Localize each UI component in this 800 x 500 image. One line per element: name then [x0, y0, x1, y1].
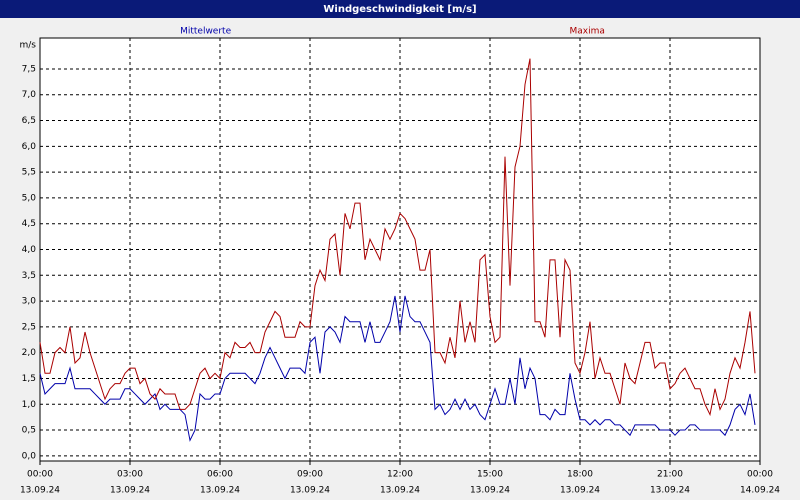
- chart-title: Windgeschwindigkeit [m/s]: [323, 4, 476, 15]
- x-tick-date: 13.09.24: [380, 486, 420, 496]
- y-tick-label: 0,0: [22, 451, 37, 461]
- legend-entry: Mittelwerte: [180, 27, 231, 37]
- x-tick-date: 13.09.24: [470, 486, 510, 496]
- y-tick-label: 7,5: [22, 64, 36, 74]
- x-tick-date: 13.09.24: [20, 486, 60, 496]
- data-line: [39, 295, 756, 442]
- x-tick-label: 18:00: [567, 470, 593, 480]
- x-tick-date: 13.09.24: [110, 486, 150, 496]
- y-tick-label: 1,0: [22, 400, 37, 410]
- data-line: [39, 58, 756, 417]
- y-axis-label: m/s: [20, 41, 37, 51]
- y-tick-label: 3,0: [22, 297, 37, 307]
- x-tick-date: 14.09.24: [740, 486, 780, 496]
- x-tick-label: 00:00: [27, 470, 53, 480]
- legend-entry: Maxima: [570, 27, 605, 37]
- x-tick-date: 13.09.24: [650, 486, 690, 496]
- y-tick-label: 2,0: [22, 348, 37, 358]
- y-tick-label: 2,5: [22, 322, 36, 332]
- x-tick-label: 12:00: [387, 470, 413, 480]
- y-tick-label: 4,0: [22, 245, 37, 255]
- y-tick-label: 0,5: [22, 426, 36, 436]
- y-tick-label: 6,5: [22, 116, 36, 126]
- x-tick-label: 15:00: [477, 470, 503, 480]
- x-tick-date: 13.09.24: [200, 486, 240, 496]
- y-tick-label: 1,5: [22, 374, 36, 384]
- y-tick-label: 6,0: [22, 142, 37, 152]
- x-tick-label: 21:00: [657, 470, 683, 480]
- y-tick-label: 3,5: [22, 271, 36, 281]
- x-tick-date: 13.09.24: [290, 486, 330, 496]
- x-tick-label: 03:00: [117, 470, 143, 480]
- x-tick-label: 06:00: [207, 470, 233, 480]
- y-tick-label: 5,5: [22, 168, 36, 178]
- x-tick-label: 00:00: [747, 470, 773, 480]
- y-tick-label: 4,5: [22, 219, 36, 229]
- x-tick-date: 13.09.24: [560, 486, 600, 496]
- title-bar: [0, 0, 800, 18]
- x-tick-label: 09:00: [297, 470, 323, 480]
- y-tick-label: 5,0: [22, 193, 37, 203]
- y-tick-label: 7,0: [22, 90, 37, 100]
